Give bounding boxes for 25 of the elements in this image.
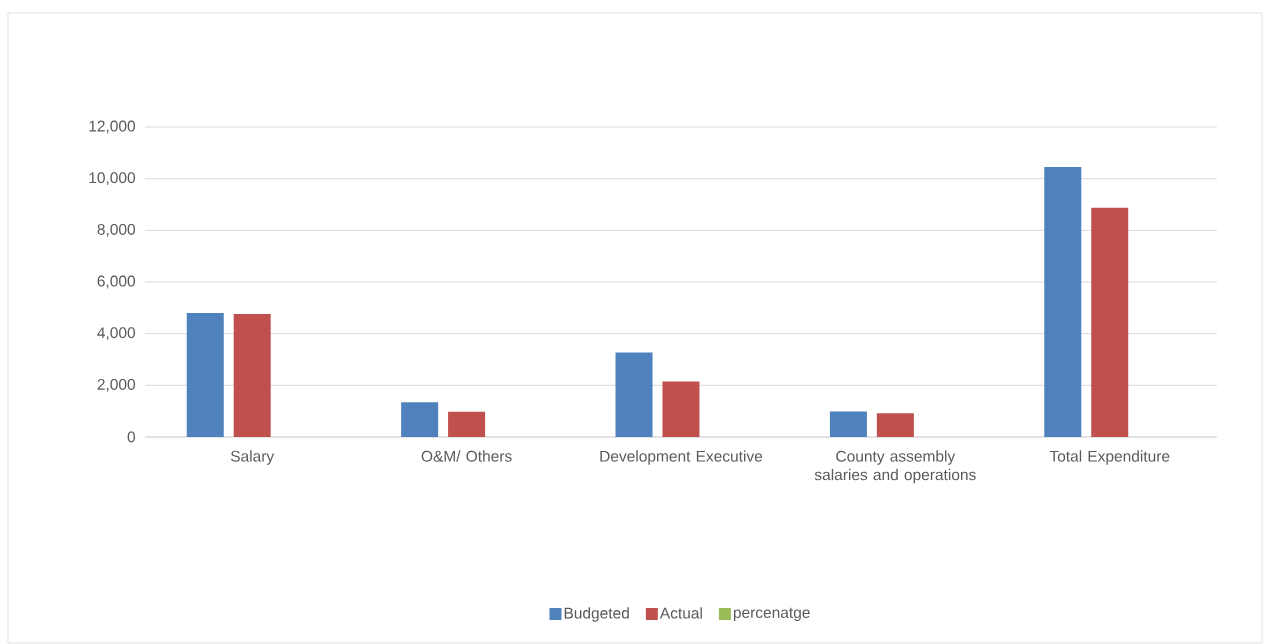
bar xyxy=(662,381,700,437)
y-tick-label: 8,000 xyxy=(97,223,136,237)
x-tick-label: Total Expenditure xyxy=(1049,450,1170,465)
y-tick-label: 12,000 xyxy=(89,120,136,134)
bar xyxy=(186,312,224,437)
bar xyxy=(1091,207,1129,437)
bar xyxy=(448,411,486,437)
x-tick-label: Development Executive xyxy=(600,450,763,465)
bar xyxy=(233,314,271,437)
x-tick-label: O&M/ Others xyxy=(421,450,512,462)
legend-label: Actual xyxy=(659,607,702,619)
x-tick-label: County assembly salaries and operations xyxy=(814,450,976,484)
y-tick-label: 0 xyxy=(127,431,136,443)
x-tick-label: Salary xyxy=(230,450,275,465)
bar xyxy=(401,402,439,437)
bar xyxy=(829,411,867,437)
legend-label: percenatge xyxy=(733,607,810,622)
bar xyxy=(876,413,914,437)
y-tick-label: 2,000 xyxy=(97,378,136,392)
bar xyxy=(615,352,653,437)
y-tick-label: 10,000 xyxy=(89,172,136,186)
legend-label: Budgeted xyxy=(564,607,629,622)
y-tick-label: 6,000 xyxy=(97,275,136,289)
bar xyxy=(1044,167,1082,437)
y-tick-label: 4,000 xyxy=(97,327,136,341)
